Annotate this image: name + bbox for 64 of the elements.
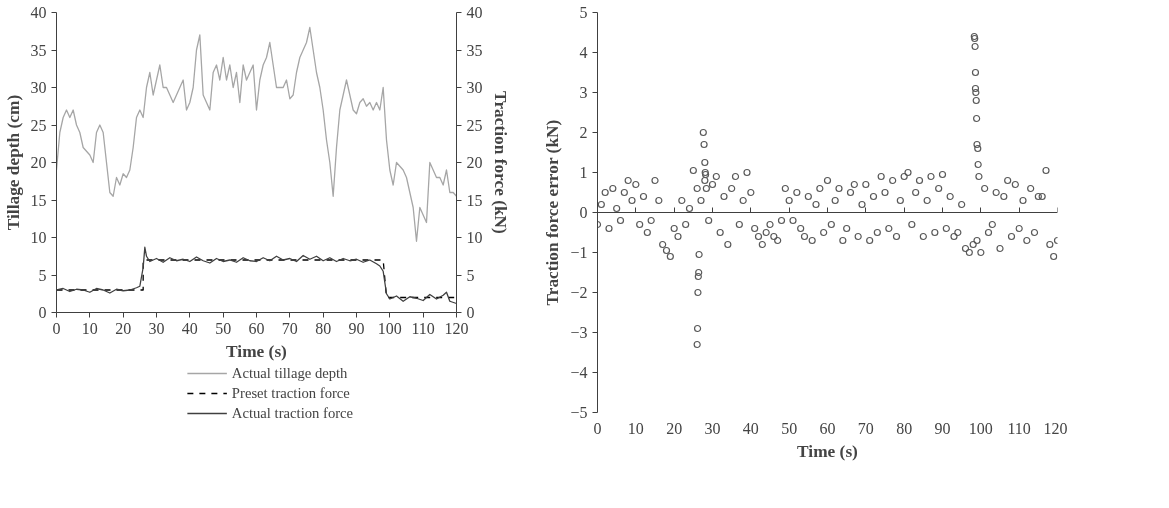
x-tick-label: 100 (968, 419, 993, 437)
x-tick-label: 120 (444, 319, 469, 337)
x-tick-label: 10 (81, 319, 98, 337)
x-tick-label: 20 (115, 319, 132, 337)
y2-tick-label: 10 (466, 229, 483, 246)
y2-tick-label: 25 (466, 116, 483, 134)
x-tick-label: 30 (704, 419, 721, 437)
x-tick-label: 110 (411, 319, 435, 337)
y2-tick-label: 35 (466, 41, 483, 59)
x-tick-label: 50 (215, 319, 232, 337)
y2-tick-label: 15 (466, 191, 483, 209)
x-tick-label: 120 (1043, 419, 1068, 437)
y-tick-label: 10 (30, 229, 47, 246)
x-tick-label: 0 (52, 319, 61, 337)
y-tick-label: 30 (30, 79, 47, 96)
y-tick-label: 3 (579, 84, 588, 101)
y-tick-label: 0 (579, 204, 588, 221)
y-tick-label: 15 (30, 191, 47, 209)
y2-tick-label: 30 (466, 79, 483, 96)
x-tick-label: 60 (248, 319, 265, 337)
y-tick-label: 20 (30, 154, 47, 171)
x-tick-label: 0 (593, 419, 602, 437)
y-tick-label: 40 (30, 4, 47, 21)
y-axis-title: Traction force error (kN) (543, 119, 563, 306)
x-tick-label: 30 (148, 319, 165, 337)
y2-axis-title: Traction force (kN) (490, 91, 510, 235)
x-tick-label: 70 (857, 419, 874, 437)
y-tick-label: 4 (579, 44, 588, 61)
y-tick-label: 5 (38, 266, 47, 284)
x-tick-label: 50 (781, 419, 798, 437)
x-tick-label: 60 (819, 419, 836, 437)
legend-label: Preset traction force (231, 384, 350, 402)
x-tick-label: 70 (281, 319, 298, 337)
x-tick-label: 40 (742, 419, 759, 437)
y2-tick-label: 5 (466, 266, 475, 284)
y-tick-label: 0 (38, 304, 47, 321)
x-tick-label: 10 (627, 419, 644, 437)
line-series (56, 26, 457, 242)
y2-tick-label: 20 (466, 154, 483, 171)
y-tick-label: −3 (570, 324, 588, 341)
y-tick-label: 35 (30, 41, 47, 59)
y-axis-title: Tillage depth (cm) (3, 94, 23, 231)
x-tick-label: 20 (666, 419, 683, 437)
y-tick-label: 5 (579, 4, 588, 21)
y-tick-label: −5 (570, 404, 588, 421)
y-tick-label: 1 (579, 164, 588, 181)
legend-label: Actual tillage depth (231, 364, 348, 382)
x-tick-label: 90 (348, 319, 365, 337)
x-axis-title: Time (s) (226, 341, 288, 361)
x-tick-label: 80 (896, 419, 913, 437)
x-tick-label: 110 (1007, 419, 1031, 437)
x-axis-title: Time (s) (797, 441, 859, 461)
y2-tick-label: 0 (466, 304, 475, 321)
y-tick-label: 25 (30, 116, 47, 134)
x-tick-label: 80 (315, 319, 332, 337)
x-tick-label: 90 (934, 419, 951, 437)
y-tick-label: −2 (570, 284, 588, 301)
y2-tick-label: 40 (466, 4, 483, 21)
x-tick-label: 40 (181, 319, 198, 337)
x-tick-label: 100 (377, 319, 402, 337)
y-tick-label: −4 (570, 364, 588, 381)
y-tick-label: 2 (579, 124, 588, 141)
y-tick-label: −1 (570, 244, 588, 261)
legend-label: Actual traction force (231, 404, 354, 422)
